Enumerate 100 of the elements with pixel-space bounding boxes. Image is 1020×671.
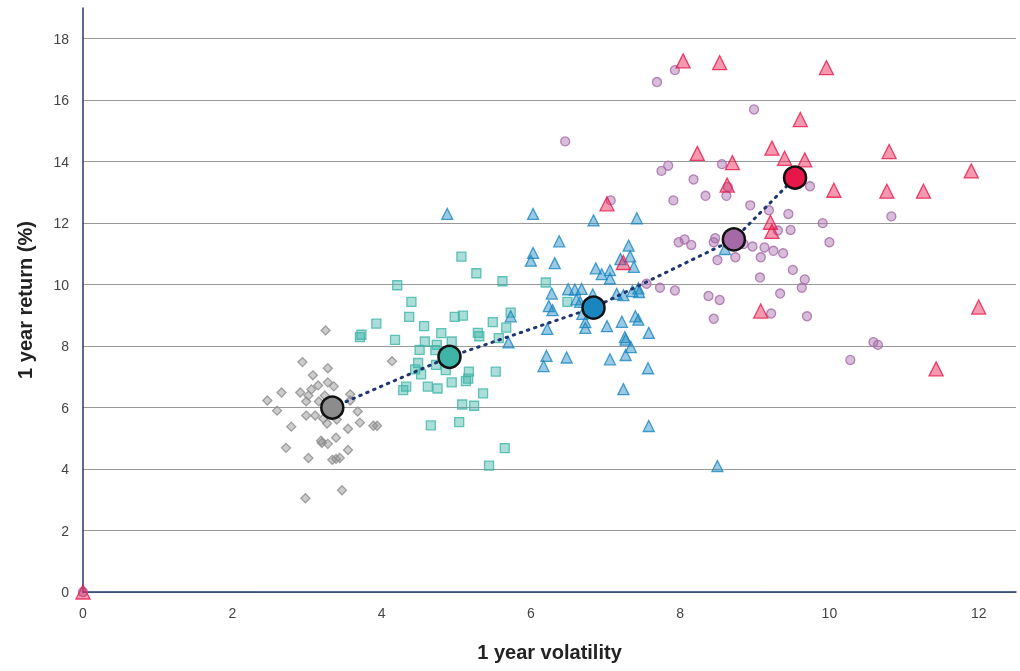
point [642,419,655,433]
point [280,442,292,453]
point [487,316,498,328]
point [748,104,760,115]
point [759,242,770,253]
point [477,388,489,399]
x-tick-label: 0 [79,605,88,621]
point [354,417,366,428]
point [719,177,735,193]
point [619,348,632,362]
point [641,362,655,375]
x-axis-title: 1 year volatility [477,641,623,663]
point [730,252,741,263]
point [622,239,635,252]
point [623,250,637,263]
point [642,326,655,340]
point [560,136,571,147]
point [603,353,617,366]
point [796,282,807,293]
point [540,277,551,288]
point [490,366,501,377]
point [764,223,780,240]
point [497,276,508,287]
point [404,311,415,323]
point [688,174,699,185]
point [826,182,842,198]
y-tick-label: 4 [61,461,70,478]
point [425,420,436,431]
point [541,322,554,336]
point [679,234,690,245]
point [587,214,600,227]
y-tick-label: 8 [61,338,70,355]
point [745,200,756,211]
point [785,224,796,236]
point [787,264,798,276]
y-tick-label: 0 [61,584,70,600]
point [483,460,495,471]
point [537,359,550,373]
point [312,380,324,391]
point [352,406,363,417]
point [330,432,342,443]
point [712,55,728,71]
point [456,251,467,262]
point [432,383,443,394]
x-tick-label: 10 [821,605,838,621]
point [297,356,308,368]
point [668,195,679,206]
point [468,400,480,411]
point [818,59,835,76]
point [454,416,465,428]
point [630,212,643,225]
point [879,183,895,199]
point [371,318,382,329]
point [524,254,537,267]
point [928,361,944,377]
y-tick-label: 12 [53,215,70,232]
point [322,363,333,374]
point [457,310,469,321]
point [755,252,766,263]
point [754,272,766,283]
point [418,320,430,332]
point [824,237,835,248]
point [615,315,629,328]
point [971,299,987,315]
point [499,443,510,454]
x-tick-label: 4 [377,605,386,621]
point [328,381,339,392]
point [686,239,697,251]
point [777,248,789,259]
point [342,423,354,434]
point [295,387,306,398]
point [768,245,779,256]
point [300,493,311,504]
point [504,310,517,323]
point [342,444,354,456]
point [406,296,417,307]
point [776,150,793,166]
point [309,410,321,421]
point [560,351,573,364]
y-tick-label: 2 [61,522,70,539]
point [546,303,559,317]
point [301,396,312,407]
point [886,211,897,222]
point [801,311,813,322]
point [419,336,430,347]
point [627,260,640,273]
point [963,163,979,179]
point [334,452,345,464]
point [398,384,409,396]
point [371,420,383,431]
point [415,369,427,380]
x-tick-label: 6 [526,605,535,621]
point [617,382,630,396]
point [881,143,897,160]
point [675,53,691,69]
point [553,235,566,248]
point [775,288,786,299]
point [703,290,714,302]
x-tick-label: 2 [228,605,237,621]
point [747,241,758,252]
